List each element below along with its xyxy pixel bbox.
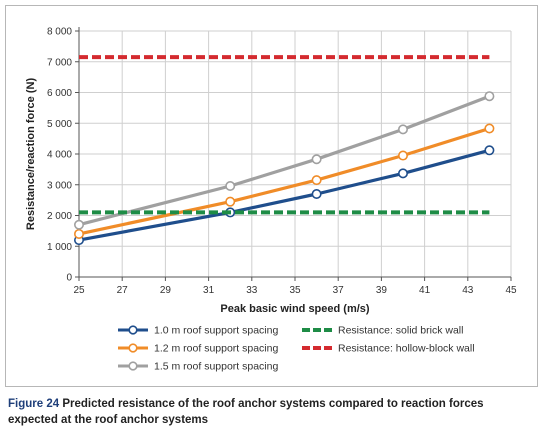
axis-labels: Peak basic wind speed (m/s) Resistance/r… <box>25 78 370 315</box>
series <box>74 55 495 246</box>
x-tick-label: 35 <box>289 285 301 296</box>
legend-marker-0 <box>128 325 138 335</box>
axes: 25 27 29 31 33 35 37 39 41 43 45 0 1 000 2 000 3 000 4 … <box>47 27 517 297</box>
series-2-point <box>397 124 408 135</box>
series-0-point <box>484 145 495 156</box>
y-axis-title: Resistance/reaction force (N) <box>25 78 37 231</box>
legend: 1.0 m roof support spacing 1.2 m roof sup… <box>118 325 475 373</box>
figure-caption: Figure 24 Predicted resistance of the ro… <box>8 396 536 428</box>
x-tick-label: 27 <box>117 285 129 296</box>
series-2-point <box>225 180 236 191</box>
legend-label-2: 1.5 m roof support spacing <box>154 361 278 373</box>
line-chart: 25 27 29 31 33 35 37 39 41 43 45 0 1 000 2 000 3 000 4 … <box>25 27 517 373</box>
series-1-point <box>225 196 236 207</box>
y-tick-label: 6 000 <box>47 88 72 99</box>
caption-label: Figure 24 <box>8 398 60 410</box>
x-tick-label: 39 <box>376 285 388 296</box>
x-tick-label: 43 <box>462 285 474 296</box>
series-line-2 <box>78 94 490 227</box>
caption-text: Predicted resistance of the roof anchor … <box>8 398 484 426</box>
x-tick-label: 45 <box>505 285 517 296</box>
series-0-point <box>311 188 322 199</box>
series-2-point <box>484 91 495 102</box>
x-tick-label: 37 <box>333 285 345 296</box>
y-tick-label: 0 <box>66 273 72 284</box>
series-2-point <box>311 154 322 165</box>
series-1-point <box>397 150 408 161</box>
series-0-point <box>397 168 408 179</box>
y-tick-label: 7 000 <box>47 57 72 68</box>
legend-label-3: Resistance: solid brick wall <box>338 325 463 337</box>
x-tick-label: 41 <box>419 285 431 296</box>
series-2-point <box>74 219 85 230</box>
series-1-point <box>311 175 322 186</box>
x-tick-label: 29 <box>160 285 172 296</box>
figure-frame <box>5 5 538 387</box>
y-tick-label: 3 000 <box>47 180 72 191</box>
x-tick-label: 25 <box>73 285 85 296</box>
y-tick-label: 4 000 <box>47 150 72 161</box>
y-tick-label: 2 000 <box>47 211 72 222</box>
gridlines <box>79 30 512 277</box>
series-line-0 <box>78 148 490 242</box>
series-line-1 <box>78 126 490 236</box>
legend-label-4: Resistance: hollow-block wall <box>338 343 475 355</box>
y-tick-label: 5 000 <box>47 119 72 130</box>
x-tick-label: 33 <box>246 285 258 296</box>
series-1-point <box>74 228 85 239</box>
legend-marker-2 <box>128 361 138 371</box>
series-1-point <box>484 123 495 134</box>
x-tick-label: 31 <box>203 285 215 296</box>
legend-label-0: 1.0 m roof support spacing <box>154 325 278 337</box>
legend-marker-1 <box>128 343 138 353</box>
y-tick-label: 8 000 <box>47 27 72 38</box>
legend-label-1: 1.2 m roof support spacing <box>154 343 278 355</box>
y-tick-label: 1 000 <box>47 242 72 253</box>
x-axis-title: Peak basic wind speed (m/s) <box>220 303 370 315</box>
